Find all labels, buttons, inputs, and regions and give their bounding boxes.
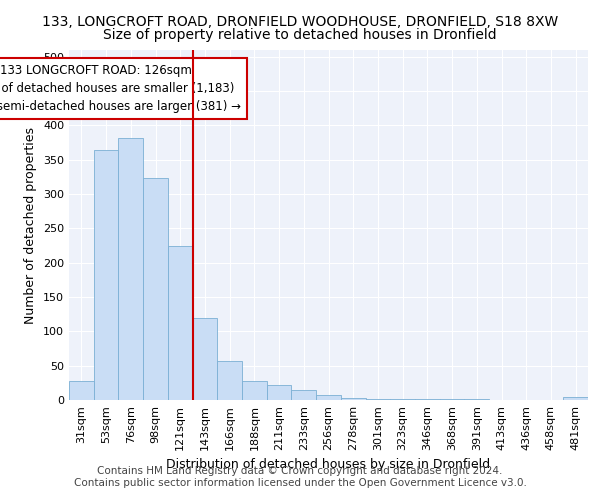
Bar [193,318,217,400]
Bar [292,390,316,400]
Text: 133, LONGCROFT ROAD, DRONFIELD WOODHOUSE, DRONFIELD, S18 8XW: 133, LONGCROFT ROAD, DRONFIELD WOODHOUSE… [42,15,558,29]
Bar [143,178,168,400]
Bar [341,398,365,400]
X-axis label: Distribution of detached houses by size in Dronfield: Distribution of detached houses by size … [166,458,491,471]
Bar [563,398,588,400]
Text: 133 LONGCROFT ROAD: 126sqm
← 76% of detached houses are smaller (1,183)
24% of s: 133 LONGCROFT ROAD: 126sqm ← 76% of deta… [0,64,241,112]
Bar [365,398,390,400]
Bar [267,385,292,400]
Bar [217,361,242,400]
Bar [316,395,341,400]
Bar [69,382,94,400]
Bar [118,138,143,400]
Y-axis label: Number of detached properties: Number of detached properties [25,126,37,324]
Bar [242,382,267,400]
Text: Contains HM Land Registry data © Crown copyright and database right 2024.
Contai: Contains HM Land Registry data © Crown c… [74,466,526,487]
Bar [168,246,193,400]
Text: Size of property relative to detached houses in Dronfield: Size of property relative to detached ho… [103,28,497,42]
Bar [94,150,118,400]
